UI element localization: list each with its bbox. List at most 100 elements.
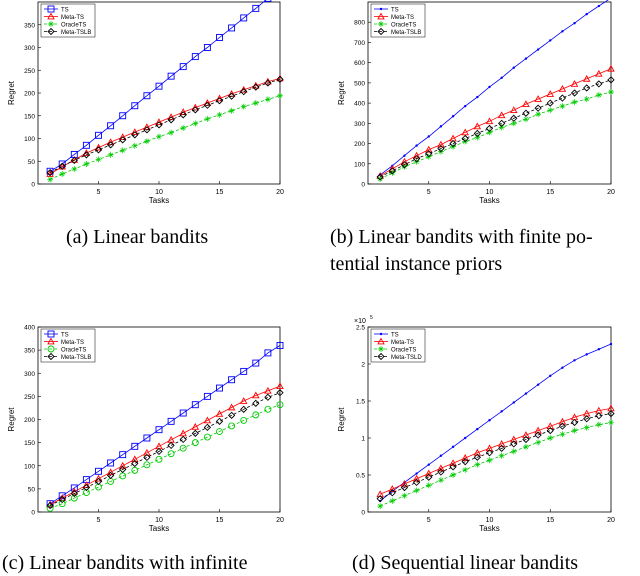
data-point: [583, 415, 591, 423]
data-point: [558, 422, 567, 430]
legend-marker: [47, 27, 55, 36]
legend-entry: Meta-TS: [391, 340, 414, 346]
data-point: [522, 116, 529, 123]
data-point: [585, 12, 588, 16]
legend-marker: [379, 7, 383, 11]
y-tick-label: 700: [354, 40, 365, 47]
data-point: [510, 448, 517, 455]
data-point: [437, 140, 445, 148]
data-point: [58, 492, 66, 500]
legend-entry: OracleTS: [391, 347, 416, 353]
data-point: [473, 453, 481, 461]
data-point: [608, 88, 614, 95]
data-point: [522, 100, 530, 107]
y-axis-label: Regret: [337, 407, 346, 432]
data-point: [215, 94, 224, 102]
data-point: [47, 176, 54, 183]
x-axis-label: Tasks: [149, 524, 169, 533]
data-point: [155, 426, 163, 434]
data-point: [143, 434, 151, 442]
data-point: [534, 431, 542, 439]
data-point: [534, 95, 542, 102]
data-point: [400, 483, 409, 492]
data-point: [94, 143, 103, 151]
data-point: [131, 142, 138, 149]
y-tick-label: 500: [354, 80, 365, 87]
series-line: [49, 95, 281, 180]
y-tick-label: 300: [24, 371, 35, 378]
data-point: [106, 468, 115, 476]
data-point: [191, 422, 200, 430]
data-point: [510, 106, 518, 114]
chart-a: 5 10 15 20050100150200250300350TasksRegretT…: [7, 0, 284, 205]
data-point: [240, 367, 248, 375]
series-line: [379, 91, 612, 180]
data-point: [228, 107, 235, 114]
data-point: [561, 30, 564, 33]
y-tick-label: 2.5: [356, 325, 365, 332]
x-tick-label: 5: [427, 517, 431, 524]
data-point: [498, 119, 506, 127]
y-tick-label: 1: [361, 436, 365, 443]
chart-d: 5 10 15 20 0 0.5 1 1.5 2 2.5 Tasks Regret ×10 5 TS Meta…: [337, 315, 615, 533]
data-point: [388, 485, 397, 492]
data-point: [437, 468, 445, 476]
data-point: [439, 454, 443, 457]
y-tick-label: 1.5: [356, 399, 365, 406]
data-point: [216, 111, 223, 118]
data-point: [179, 435, 187, 444]
data-point: [607, 64, 615, 72]
data-point: [473, 448, 482, 456]
y-tick-label: 50: [28, 486, 36, 493]
series-line: [49, 404, 281, 509]
series-oraclets: [47, 92, 283, 183]
data-point: [118, 133, 127, 140]
data-point: [597, 348, 601, 351]
data-point: [570, 89, 579, 97]
data-point: [388, 489, 396, 497]
data-point: [510, 440, 518, 448]
y-tick-label: 400: [354, 101, 365, 108]
data-point: [95, 156, 102, 163]
data-point: [95, 131, 102, 139]
data-point: [155, 447, 163, 456]
y-tick-label: 100: [24, 136, 35, 143]
data-point: [535, 439, 542, 446]
data-point: [595, 412, 603, 420]
data-point: [227, 403, 236, 411]
data-point: [425, 473, 433, 481]
data-point: [215, 417, 224, 425]
x-tick-label: 15: [216, 189, 224, 196]
data-point: [192, 120, 199, 127]
data-point: [143, 448, 151, 456]
data-point: [252, 399, 260, 407]
data-point: [512, 66, 515, 69]
data-point: [437, 477, 444, 484]
data-point: [534, 104, 542, 112]
x-tick-label: 10: [486, 517, 494, 524]
data-point: [119, 465, 127, 474]
y-tick-label: 200: [24, 91, 35, 98]
data-point: [549, 374, 552, 378]
legend-marker: [47, 337, 55, 345]
data-point: [83, 160, 90, 167]
data-point: [191, 106, 199, 114]
data-point: [462, 466, 469, 473]
data-point: [191, 103, 200, 111]
data-point: [228, 376, 236, 384]
data-point: [179, 409, 187, 417]
series-meta-tsld: [376, 409, 615, 503]
data-point: [485, 117, 494, 125]
data-point: [608, 419, 614, 426]
data-point: [401, 163, 408, 170]
data-point: [497, 111, 506, 119]
data-point: [131, 455, 139, 463]
data-point: [546, 426, 554, 435]
x-tick-label: 20: [607, 189, 615, 196]
data-point: [583, 424, 590, 431]
data-point: [389, 497, 396, 504]
data-point: [82, 489, 90, 497]
data-point: [118, 461, 127, 469]
legend-marker: [377, 337, 385, 345]
